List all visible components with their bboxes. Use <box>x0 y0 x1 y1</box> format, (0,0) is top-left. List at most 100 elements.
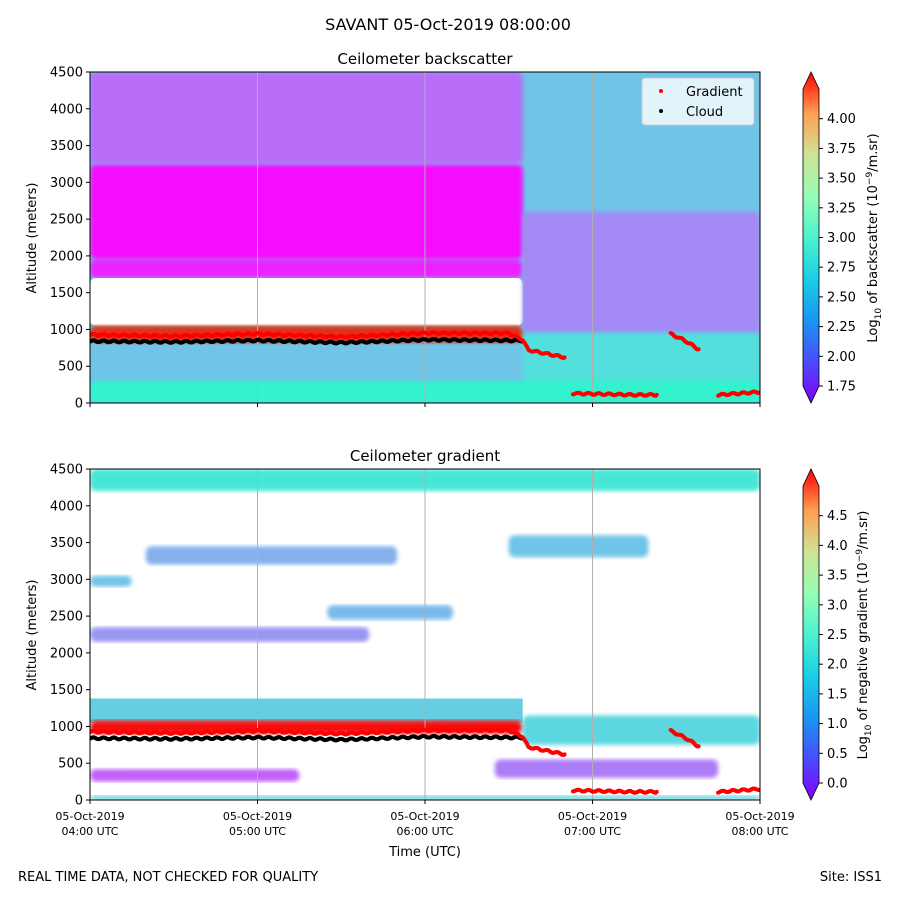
colorbar-tick-label: 1.0 <box>827 717 848 732</box>
colorbar-tick-label: 3.75 <box>827 142 856 157</box>
heatmap-region <box>90 277 523 326</box>
colorbar-tick-label: 1.75 <box>827 380 856 395</box>
y-tick-label: 2500 <box>50 213 83 228</box>
x-tick-date: 05-Oct-2019 <box>558 810 627 823</box>
x-axis-label: Time (UTC) <box>388 845 461 860</box>
gradient-point <box>654 789 659 794</box>
x-tick-date: 05-Oct-2019 <box>725 810 794 823</box>
gradient-colorbar-ticks: 0.0 0.5 1.0 1.5 2.0 2.5 3.0 3.5 4.0 4.5 <box>819 509 848 792</box>
legend: Gradient Cloud <box>641 77 755 126</box>
colorbar-tick-label: 3.0 <box>827 598 848 613</box>
gradient-y-label: Altitude (meters) <box>25 580 40 691</box>
y-tick-label: 500 <box>58 360 83 375</box>
gradient-x-axis: 05-Oct-2019 04:00 UTC 05-Oct-2019 05:00 UTC… <box>55 800 795 838</box>
y-tick-label: 1500 <box>50 286 83 301</box>
y-tick-label: 2000 <box>50 646 83 661</box>
y-tick-label: 4000 <box>50 102 83 117</box>
x-tick-time: 06:00 UTC <box>396 825 453 838</box>
y-tick-label: 3500 <box>50 139 83 154</box>
gradient-y-axis: 0 500 1000 1500 2000 2500 3000 3500 4000 4500 <box>50 463 90 809</box>
backscatter-colorbar-bar <box>802 71 820 404</box>
heatmap-region <box>145 546 398 565</box>
y-tick-label: 0 <box>75 397 83 412</box>
colorbar-tick-label: 3.00 <box>827 231 856 246</box>
heatmap-region <box>90 259 523 278</box>
legend-box <box>641 77 755 126</box>
figure-title: SAVANT 05-Oct-2019 08:00:00 <box>325 15 571 34</box>
gradient-point <box>562 752 567 757</box>
y-tick-label: 1000 <box>50 323 83 338</box>
gradient-gridlines <box>257 469 593 800</box>
gradient-overlay-points <box>90 727 760 795</box>
y-tick-label: 1500 <box>50 683 83 698</box>
y-tick-label: 3000 <box>50 573 83 588</box>
colorbar-tick-label: 0.5 <box>827 747 848 762</box>
colorbar-tick-label: 3.50 <box>827 172 856 187</box>
gradient-point <box>654 392 659 397</box>
colorbar-tick-label: 4.0 <box>827 539 848 554</box>
heatmap-region <box>522 211 760 334</box>
heatmap-region <box>522 715 760 745</box>
colorbar-tick-label: 0.0 <box>827 777 848 792</box>
backscatter-colorbar-label: Log10 of backscatter (10−9/m.sr) <box>865 133 884 342</box>
gradient-colorbar-bar <box>802 468 820 801</box>
legend-gradient-label: Gradient <box>686 85 743 100</box>
heatmap-region <box>508 535 649 558</box>
gradient-point <box>757 390 760 395</box>
gradient-point <box>757 787 760 792</box>
x-tick-time: 08:00 UTC <box>731 825 788 838</box>
heatmap-region <box>327 605 453 620</box>
heatmap-region <box>494 759 719 778</box>
colorbar-tick-label: 2.75 <box>827 261 856 276</box>
gradient-panel: Ceilometer gradient 0 500 1000 1500 2000 2500… <box>25 447 874 860</box>
y-tick-label: 4500 <box>50 66 83 81</box>
gradient-point <box>696 744 701 749</box>
colorbar-tick-label: 1.5 <box>827 687 848 702</box>
colorbar-tick-label: 2.00 <box>827 350 856 365</box>
y-tick-label: 2000 <box>50 249 83 264</box>
y-tick-label: 1000 <box>50 720 83 735</box>
legend-cloud-label: Cloud <box>686 105 723 120</box>
colorbar-tick-label: 3.5 <box>827 569 848 584</box>
y-tick-label: 3000 <box>50 176 83 191</box>
x-tick-date: 05-Oct-2019 <box>223 810 292 823</box>
heatmap-region <box>90 769 300 782</box>
backscatter-colorbar: 1.75 2.00 2.25 2.50 2.75 3.00 3.25 3.50 3.75 4.00… <box>802 71 884 404</box>
site-label: Site: ISS1 <box>819 870 882 885</box>
backscatter-gridlines <box>257 72 593 403</box>
y-tick-label: 3500 <box>50 536 83 551</box>
y-tick-label: 500 <box>58 757 83 772</box>
colorbar-tick-label: 2.25 <box>827 320 856 335</box>
backscatter-panel: Ceilometer backscatter 0 500 1000 1500 2000 2… <box>25 50 884 412</box>
colorbar-tick-label: 2.50 <box>827 290 856 305</box>
backscatter-overlay-points <box>90 330 760 398</box>
colorbar-tick-label: 3.25 <box>827 201 856 216</box>
gradient-title: Ceilometer gradient <box>350 447 500 465</box>
backscatter-y-axis: 0 500 1000 1500 2000 2500 3000 3500 4000 4500 <box>50 66 90 412</box>
x-tick-date: 05-Oct-2019 <box>55 810 124 823</box>
x-tick-time: 05:00 UTC <box>229 825 286 838</box>
backscatter-y-label: Altitude (meters) <box>25 183 40 294</box>
heatmap-region <box>90 575 132 587</box>
backscatter-x-axis-ticks <box>89 403 761 407</box>
y-tick-label: 4500 <box>50 463 83 478</box>
y-tick-label: 2500 <box>50 610 83 625</box>
gradient-colorbar: 0.0 0.5 1.0 1.5 2.0 2.5 3.0 3.5 4.0 4.5 Log10 of … <box>802 468 874 801</box>
backscatter-colorbar-ticks: 1.75 2.00 2.25 2.50 2.75 3.00 3.25 3.50 3.75 4.00 <box>819 112 856 395</box>
gradient-colorbar-label: Log10 of negative gradient (10−9/m.sr) <box>855 511 874 760</box>
y-tick-label: 4000 <box>50 499 83 514</box>
x-tick-date: 05-Oct-2019 <box>390 810 459 823</box>
heatmap-region <box>90 163 523 260</box>
colorbar-tick-label: 2.0 <box>827 658 848 673</box>
legend-cloud-marker <box>659 109 663 113</box>
colorbar-tick-label: 4.5 <box>827 509 848 524</box>
y-tick-label: 0 <box>75 794 83 809</box>
backscatter-title: Ceilometer backscatter <box>337 50 513 68</box>
legend-gradient-marker <box>659 89 663 93</box>
x-tick-time: 07:00 UTC <box>564 825 621 838</box>
heatmap-region <box>90 72 523 164</box>
x-tick-time: 04:00 UTC <box>61 825 118 838</box>
colorbar-tick-label: 4.00 <box>827 112 856 127</box>
quality-disclaimer: REAL TIME DATA, NOT CHECKED FOR QUALITY <box>18 870 319 885</box>
